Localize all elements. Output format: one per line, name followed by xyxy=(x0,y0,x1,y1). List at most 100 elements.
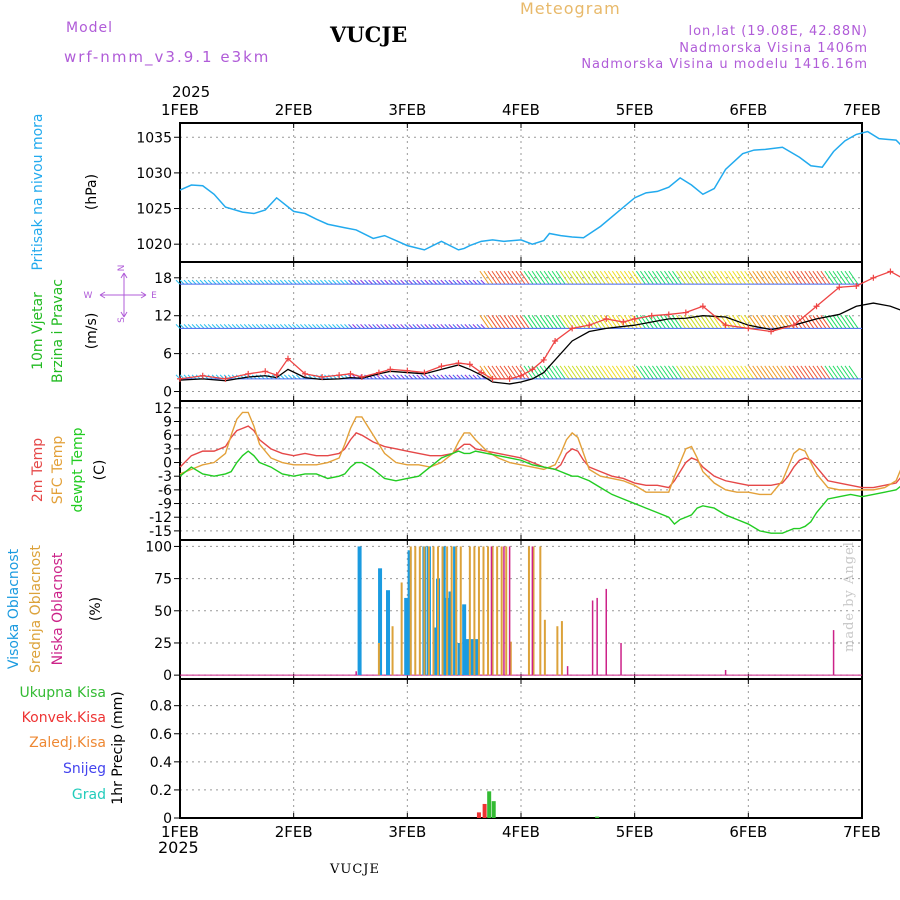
wind-barb xyxy=(291,323,297,329)
wind-barb xyxy=(472,323,478,329)
wind-barb xyxy=(587,270,598,285)
wind-barb xyxy=(664,315,674,329)
wind-barb xyxy=(320,323,325,329)
wind-barb xyxy=(456,323,462,329)
wind-barb xyxy=(820,270,831,285)
wind-barb xyxy=(295,279,301,285)
cloud-bar-low xyxy=(832,630,835,676)
y-tick-label: 0 xyxy=(163,811,172,827)
wind-barb xyxy=(744,270,755,285)
wind-barb xyxy=(539,270,550,285)
wind-gust-marker xyxy=(302,370,309,377)
wind-gust-marker xyxy=(466,361,473,368)
wind-barb xyxy=(708,315,718,329)
cloud-bar-high xyxy=(462,604,467,676)
wind-barb xyxy=(396,279,402,285)
wind-barb xyxy=(676,270,686,285)
wind-barb xyxy=(692,270,702,285)
compass-north: N xyxy=(117,265,127,272)
cloud-bar-high xyxy=(448,591,453,676)
cloud-bar-mid xyxy=(427,546,430,676)
wind-barb xyxy=(480,323,486,329)
wind-barb xyxy=(836,270,847,285)
wind-barb xyxy=(384,279,389,285)
wind-barb xyxy=(551,365,562,380)
wind-barb xyxy=(519,365,530,380)
wind-axis-label: 10m Vjetar xyxy=(30,292,46,370)
wind-barb xyxy=(452,323,458,329)
cloud-bar-high xyxy=(432,627,437,676)
wind-barb xyxy=(464,374,470,380)
wind-gust-marker xyxy=(177,375,183,382)
wind-barb xyxy=(283,323,289,329)
y-tick-label: 1035 xyxy=(136,130,172,146)
wind-barb xyxy=(688,270,698,285)
cloud-bar-mid xyxy=(418,546,421,676)
wind-barb xyxy=(356,279,361,285)
wind-barb xyxy=(567,315,578,329)
wind-barb xyxy=(503,315,514,329)
wind-barb xyxy=(832,270,843,285)
wind-barb xyxy=(511,270,522,285)
wind-barb xyxy=(372,323,377,329)
wind-gust-marker xyxy=(603,315,610,322)
wind-barb xyxy=(615,365,626,380)
wind-barb xyxy=(772,315,783,329)
wind-barb xyxy=(808,315,819,329)
wind-barb xyxy=(579,365,590,380)
compass-ew-arrow xyxy=(99,291,147,299)
wind-barb xyxy=(680,315,690,329)
y-tick-label: 12 xyxy=(154,401,172,417)
wind-barb xyxy=(732,365,743,380)
wind-barb xyxy=(308,323,313,329)
wind-barb xyxy=(595,365,606,380)
wind-barb xyxy=(635,315,646,329)
wind-barb xyxy=(468,279,474,285)
wind-barb xyxy=(712,270,722,285)
y-tick-label: 0.4 xyxy=(150,755,172,771)
clouds-panel xyxy=(174,539,863,680)
wind-barb xyxy=(824,270,835,285)
wind-gust-marker xyxy=(222,375,229,382)
wind-barb xyxy=(668,270,678,285)
wind-barb xyxy=(308,279,313,285)
cloud-unit-label: (%) xyxy=(88,597,104,621)
wind-barb xyxy=(684,315,694,329)
wind-barb xyxy=(503,365,514,380)
y-tick-label: 100 xyxy=(145,539,172,555)
wind-barb xyxy=(199,323,205,329)
wind-barb xyxy=(704,270,714,285)
cloud-bar-low xyxy=(531,546,534,676)
wind-barb xyxy=(728,270,739,285)
meteogram-title: Meteogram xyxy=(520,0,621,18)
wind-barb xyxy=(660,315,670,329)
wind-barb xyxy=(844,270,855,285)
wind-barb xyxy=(408,279,414,285)
wind-barb xyxy=(287,279,293,285)
wind-barb xyxy=(804,315,815,329)
wind-gust-marker xyxy=(199,372,206,379)
wind-barb xyxy=(776,270,787,285)
precip-legend-4: Grad xyxy=(72,787,106,803)
cloud-bar-mid xyxy=(473,546,476,676)
wind-barb xyxy=(183,323,189,329)
wind-barb xyxy=(559,315,570,329)
wind-barb xyxy=(499,315,510,329)
wind-barb xyxy=(428,323,434,329)
wind-barb xyxy=(832,365,843,380)
wind-barb xyxy=(304,323,309,329)
wind-barb xyxy=(692,365,702,380)
station-title: VUCJE xyxy=(330,22,408,47)
cloud-bar-high xyxy=(474,639,479,676)
compass-east: E xyxy=(151,291,157,301)
wind-barb xyxy=(812,315,823,329)
wind-barb xyxy=(368,279,373,285)
wind-barb xyxy=(235,279,241,285)
cloud-bar-mid xyxy=(505,546,508,676)
wind-gust-marker xyxy=(529,366,536,373)
wind-barb xyxy=(476,374,482,380)
wind-barb xyxy=(736,315,747,329)
y-tick-label: 50 xyxy=(154,604,172,620)
wind-barb xyxy=(724,270,735,285)
wind-barb xyxy=(300,279,305,285)
